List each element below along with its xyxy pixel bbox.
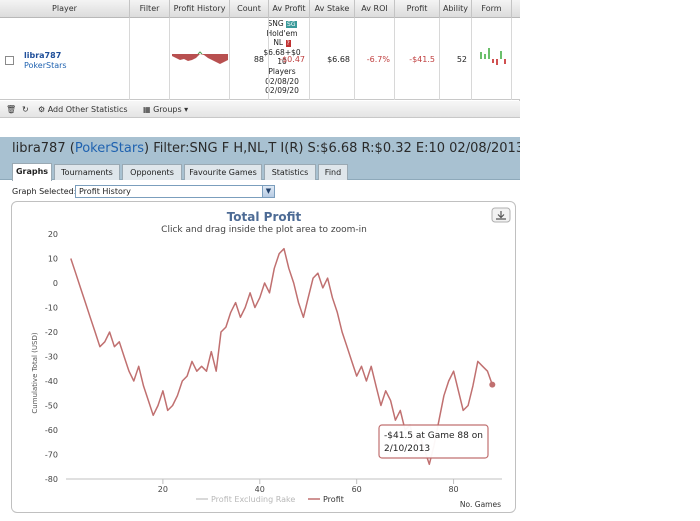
y-tick-label: -20 — [45, 328, 58, 337]
profit-chart[interactable]: Total Profit Click and drag inside the p… — [12, 202, 517, 514]
tooltip-line-2: 2/10/2013 — [384, 444, 430, 454]
legend-item-profit-excluding-rake[interactable]: Profit Excluding Rake — [196, 495, 295, 504]
graph-select-dropdown[interactable]: Profit History ▼ — [75, 185, 275, 198]
ability-cell: 52 — [440, 18, 472, 100]
x-tick-label: 60 — [352, 485, 362, 494]
row-checkbox[interactable] — [5, 56, 14, 65]
trash-icon[interactable]: 🗑 — [6, 105, 17, 114]
player-cell: libra787 PokerStars — [0, 18, 130, 100]
refresh-icon[interactable]: ↻ — [22, 105, 29, 114]
filter-line: SNG SG — [267, 19, 297, 28]
player-graph-panel: libra787 (PokerStars) Filter:SNG F H,NL,… — [0, 137, 520, 521]
tab-tournaments[interactable]: Tournaments — [54, 164, 120, 180]
profit-history-cell — [170, 18, 230, 100]
column-header-filter[interactable]: Filter — [130, 0, 170, 18]
panel-title-site-link[interactable]: PokerStars — [74, 141, 144, 156]
filter-line: Players — [268, 66, 296, 76]
y-tick-label: -80 — [45, 475, 58, 484]
column-header-form[interactable]: Form — [472, 0, 512, 18]
y-tick-label: 0 — [53, 279, 58, 288]
profit-last-point[interactable] — [489, 381, 496, 388]
column-header-av-roi[interactable]: Av ROI — [355, 0, 395, 18]
av-profit-cell: -$0.47 — [269, 18, 310, 100]
stats-table: Player Filter Profit History Count Av Pr… — [0, 0, 520, 118]
y-tick-label: -70 — [45, 451, 58, 460]
chart-legend: Profit Excluding Rake Profit — [196, 495, 344, 504]
chart-tooltip: -$41.5 at Game 88 on 2/10/2013 — [378, 424, 489, 459]
filter-line: 02/08/20 — [265, 76, 299, 86]
x-axis-label: No. Games — [460, 500, 501, 509]
av-stake-cell: $6.68 — [310, 18, 355, 100]
export-button[interactable] — [491, 207, 511, 223]
y-tick-label: -40 — [45, 377, 58, 386]
chevron-down-icon[interactable]: ▼ — [262, 186, 274, 197]
tooltip-line-1: -$41.5 at Game 88 on — [384, 431, 483, 441]
player-name-link[interactable]: libra787 — [24, 51, 62, 60]
form-bars — [480, 48, 506, 65]
panel-title: libra787 (PokerStars) Filter:SNG F H,NL,… — [0, 137, 520, 161]
x-tick-label: 80 — [448, 485, 458, 494]
column-header-count[interactable]: Count — [230, 0, 269, 18]
sng-badge: SG — [286, 20, 297, 28]
tab-find[interactable]: Find — [318, 164, 348, 180]
filter-line: 10 — [277, 57, 287, 67]
x-tick-label: 20 — [158, 485, 168, 494]
profit-history-sparkline[interactable] — [170, 18, 230, 100]
column-header-profit[interactable]: Profit — [395, 0, 440, 18]
profit-cell: -$41.5 — [395, 18, 440, 100]
table-toolbar: 🗑 ↻ ⚙ Add Other Statistics ▦ Groups ▾ — [0, 101, 520, 118]
chart-frame: Total Profit Click and drag inside the p… — [11, 201, 516, 513]
player-site-link[interactable]: PokerStars — [24, 61, 67, 70]
count-cell: 88 — [230, 18, 269, 100]
column-header-player[interactable]: Player — [0, 0, 130, 18]
y-tick-label: -10 — [45, 304, 58, 313]
legend-item-profit[interactable]: Profit — [308, 495, 344, 504]
add-statistics-button[interactable]: ⚙ Add Other Statistics — [38, 105, 128, 114]
y-tick-label: -30 — [45, 353, 58, 362]
y-tick-label: -50 — [45, 402, 58, 411]
form-cell — [472, 18, 512, 100]
groups-button[interactable]: ▦ Groups ▾ — [143, 105, 189, 114]
legend-label-profit-excluding-rake: Profit Excluding Rake — [211, 495, 295, 504]
legend-label-profit: Profit — [323, 495, 344, 504]
filter-line: NL ? — [273, 38, 291, 48]
tab-favourite-games[interactable]: Favourite Games — [184, 164, 262, 180]
tab-graphs[interactable]: Graphs — [12, 163, 52, 181]
y-tick-label: -60 — [45, 426, 58, 435]
tab-opponents[interactable]: Opponents — [122, 164, 182, 180]
column-header-av-stake[interactable]: Av Stake — [310, 0, 355, 18]
filter-info-icon[interactable]: ? — [285, 39, 291, 47]
filter-line: $6.68+$0 — [263, 47, 301, 57]
chart-subtitle: Click and drag inside the plot area to z… — [161, 225, 367, 235]
table-row[interactable]: libra787 PokerStars SNG SG Hold'em NL ? … — [0, 18, 520, 100]
column-header-ability[interactable]: Ability — [440, 0, 472, 18]
filter-cell: SNG SG Hold'em NL ? $6.68+$0 10 Players … — [130, 18, 301, 100]
column-header-av-profit[interactable]: Av Profit — [269, 0, 310, 18]
column-header-profit-history[interactable]: Profit History — [170, 0, 230, 18]
av-roi-cell: -6.7% — [355, 18, 395, 100]
chart-title: Total Profit — [227, 210, 302, 224]
tab-bar: Graphs Tournaments Opponents Favourite G… — [0, 161, 520, 181]
filter-line: Hold'em — [266, 28, 298, 38]
y-tick-label: 20 — [48, 230, 58, 239]
graph-selected-label: Graph Selected: — [12, 187, 77, 196]
table-header: Player Filter Profit History Count Av Pr… — [0, 0, 520, 18]
tab-statistics[interactable]: Statistics — [264, 164, 316, 180]
x-tick-label: 40 — [255, 485, 265, 494]
download-icon — [496, 211, 506, 220]
filter-line: 02/09/20 — [265, 86, 299, 96]
y-axis-label: Cumulative Total (USD) — [31, 332, 39, 413]
y-tick-label: 10 — [48, 255, 58, 264]
